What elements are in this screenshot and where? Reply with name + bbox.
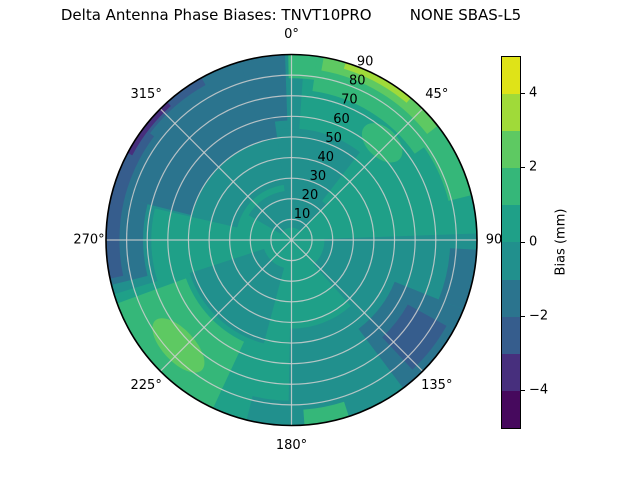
colorbar-band — [502, 205, 520, 243]
angular-tick-label: 270° — [73, 233, 104, 248]
angular-tick-label: 315° — [131, 87, 162, 102]
colorbar-band — [502, 390, 520, 428]
radial-tick-label: 40 — [317, 150, 334, 165]
radial-tick-label: 90 — [357, 55, 374, 70]
contour-band — [343, 62, 411, 103]
colorbar-band — [502, 57, 520, 95]
contour-band — [438, 248, 477, 310]
colorbar-axis-label: Bias (mm) — [553, 208, 569, 276]
colorbar-tick — [520, 93, 525, 95]
contour-band — [321, 57, 438, 135]
radial-tick-label: 30 — [310, 169, 327, 184]
radial-tick-label: 10 — [294, 207, 311, 222]
colorbar — [501, 56, 521, 429]
colorbar-tick-label: 4 — [529, 85, 538, 101]
contour-band — [189, 248, 285, 344]
angular-tick-label: 180° — [276, 438, 307, 453]
colorbar-tick-label: −4 — [529, 382, 549, 398]
angular-tick-label: 135° — [421, 378, 452, 393]
radial-tick-label: 50 — [325, 131, 342, 146]
colorbar-band — [502, 242, 520, 280]
contour-band — [111, 56, 278, 216]
colorbar-band — [502, 316, 520, 354]
colorbar-band — [502, 131, 520, 169]
contour-band — [246, 395, 305, 426]
colorbar-tick — [520, 167, 525, 169]
contour-band — [288, 305, 416, 426]
colorbar-band — [502, 168, 520, 206]
contour-band — [240, 54, 288, 126]
angular-tick-label: 0° — [284, 27, 299, 42]
colorbar-band — [502, 279, 520, 317]
contour-band — [361, 123, 403, 163]
angular-tick-label: 45° — [425, 87, 448, 102]
grid-spoke — [159, 239, 292, 372]
colorbar-tick — [520, 315, 525, 317]
chart-title: Delta Antenna Phase Biases: TNVT10PRO NO… — [60, 6, 522, 24]
grid-spoke — [291, 108, 424, 241]
radial-tick-label: 70 — [341, 93, 358, 108]
angular-tick-label: 225° — [131, 378, 162, 393]
radial-tick-label: 60 — [333, 112, 350, 127]
contour-band — [312, 56, 444, 154]
contour-band — [152, 318, 205, 373]
contour-band — [127, 102, 171, 156]
grid-spoke — [291, 239, 424, 372]
colorbar-tick — [520, 389, 525, 391]
radial-tick-label: 20 — [302, 188, 319, 203]
contour-band — [143, 77, 206, 134]
colorbar-tick — [520, 241, 525, 243]
radial-tick-label: 80 — [349, 74, 366, 89]
contour-band — [106, 128, 155, 279]
contour-band — [276, 128, 361, 203]
polar-outline — [105, 53, 478, 427]
colorbar-tick-label: 0 — [529, 234, 538, 249]
colorbar-band — [502, 353, 520, 391]
contour-band — [382, 304, 447, 370]
colorbar-tick-label: 2 — [529, 159, 538, 175]
angular-tick-label: 90 — [486, 233, 503, 248]
grid-spoke — [159, 108, 292, 241]
colorbar-band — [502, 94, 520, 132]
colorbar-tick-label: −2 — [529, 308, 549, 324]
